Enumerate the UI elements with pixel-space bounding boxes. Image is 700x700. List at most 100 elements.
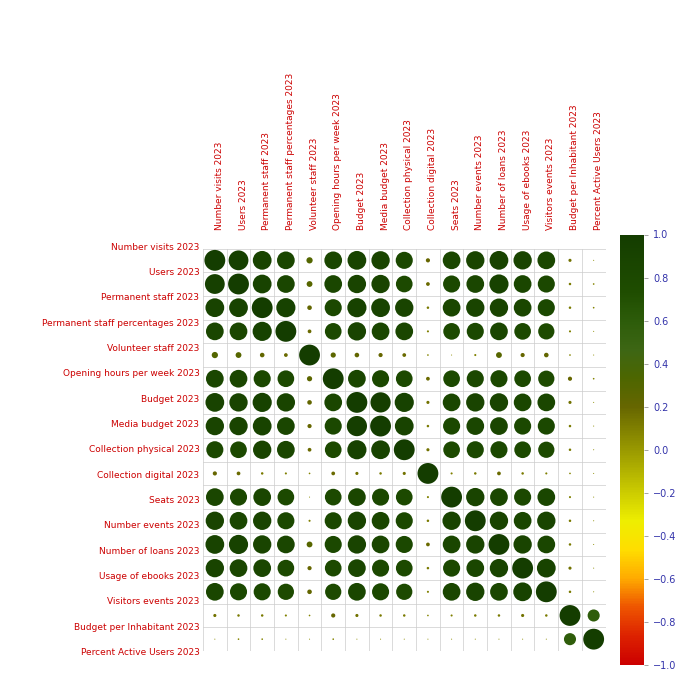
- Circle shape: [427, 591, 429, 593]
- Circle shape: [474, 354, 476, 356]
- Circle shape: [568, 591, 571, 593]
- Circle shape: [426, 258, 430, 262]
- Text: Seats 2023: Seats 2023: [148, 496, 200, 505]
- Text: Number of loans 2023: Number of loans 2023: [499, 130, 508, 230]
- Circle shape: [324, 251, 342, 270]
- Circle shape: [490, 323, 507, 340]
- Circle shape: [426, 542, 430, 546]
- Circle shape: [568, 401, 571, 404]
- Circle shape: [307, 589, 312, 594]
- Circle shape: [348, 536, 366, 554]
- Circle shape: [230, 323, 247, 340]
- Circle shape: [538, 488, 555, 506]
- Circle shape: [230, 417, 248, 435]
- Circle shape: [402, 472, 406, 475]
- Circle shape: [330, 352, 336, 358]
- Circle shape: [372, 512, 389, 530]
- Circle shape: [214, 638, 216, 640]
- Text: Visitors events 2023: Visitors events 2023: [107, 597, 200, 606]
- Circle shape: [568, 566, 571, 570]
- Circle shape: [372, 559, 389, 577]
- Text: Permanent staff percentages 2023: Permanent staff percentages 2023: [42, 318, 199, 328]
- Circle shape: [427, 519, 429, 522]
- Circle shape: [514, 393, 531, 412]
- Text: Visitors events 2023: Visitors events 2023: [546, 138, 555, 230]
- Circle shape: [489, 251, 508, 270]
- Circle shape: [372, 370, 389, 387]
- Text: Collection physical 2023: Collection physical 2023: [89, 445, 200, 454]
- Circle shape: [275, 321, 296, 342]
- Circle shape: [538, 251, 555, 270]
- Text: Permanent staff percentages 2023: Permanent staff percentages 2023: [286, 73, 295, 230]
- Circle shape: [325, 489, 342, 505]
- Circle shape: [583, 629, 604, 650]
- Text: Number visits 2023: Number visits 2023: [215, 141, 224, 230]
- Circle shape: [427, 615, 429, 616]
- Circle shape: [491, 441, 508, 458]
- Circle shape: [427, 567, 429, 569]
- Circle shape: [443, 323, 460, 339]
- Circle shape: [260, 353, 265, 357]
- Circle shape: [490, 417, 507, 435]
- Circle shape: [230, 512, 247, 530]
- Circle shape: [593, 520, 594, 522]
- Circle shape: [252, 298, 272, 318]
- Circle shape: [309, 473, 310, 475]
- Circle shape: [396, 276, 412, 293]
- Circle shape: [593, 331, 594, 332]
- Text: Volunteer staff 2023: Volunteer staff 2023: [107, 344, 200, 353]
- Circle shape: [206, 298, 224, 317]
- Circle shape: [426, 282, 430, 286]
- Circle shape: [236, 352, 241, 358]
- Text: Number events 2023: Number events 2023: [104, 522, 200, 530]
- Circle shape: [514, 489, 531, 505]
- Circle shape: [514, 251, 532, 270]
- Circle shape: [490, 512, 508, 530]
- Text: Budget per Inhabitant 2023: Budget per Inhabitant 2023: [74, 622, 200, 631]
- Circle shape: [309, 615, 310, 616]
- Circle shape: [442, 583, 461, 601]
- Circle shape: [496, 352, 502, 358]
- Circle shape: [307, 566, 312, 570]
- Circle shape: [307, 257, 313, 263]
- Circle shape: [490, 488, 507, 506]
- Circle shape: [593, 402, 594, 403]
- Circle shape: [497, 472, 500, 475]
- Text: Collection physical 2023: Collection physical 2023: [405, 119, 413, 230]
- Circle shape: [564, 633, 576, 645]
- Circle shape: [348, 512, 366, 530]
- Circle shape: [230, 559, 247, 577]
- Circle shape: [498, 614, 500, 617]
- Circle shape: [261, 638, 263, 640]
- Circle shape: [538, 393, 555, 412]
- Circle shape: [538, 276, 555, 293]
- Circle shape: [253, 416, 272, 435]
- Circle shape: [356, 638, 358, 640]
- Circle shape: [466, 275, 484, 293]
- Circle shape: [593, 260, 594, 261]
- Circle shape: [466, 298, 484, 317]
- Circle shape: [261, 614, 263, 617]
- Circle shape: [544, 353, 549, 357]
- Circle shape: [277, 560, 294, 577]
- Circle shape: [285, 473, 287, 475]
- Circle shape: [514, 442, 531, 458]
- Circle shape: [277, 275, 295, 293]
- Circle shape: [442, 393, 461, 412]
- Circle shape: [307, 400, 312, 405]
- Circle shape: [443, 370, 460, 387]
- Circle shape: [443, 276, 460, 293]
- Circle shape: [593, 378, 594, 379]
- Circle shape: [569, 354, 570, 356]
- Circle shape: [372, 275, 390, 293]
- Circle shape: [568, 519, 571, 522]
- Circle shape: [277, 441, 295, 458]
- Circle shape: [442, 512, 461, 530]
- Circle shape: [545, 614, 547, 617]
- Text: Collection digital 2023: Collection digital 2023: [428, 128, 437, 230]
- Circle shape: [569, 473, 570, 475]
- Circle shape: [348, 322, 366, 340]
- Circle shape: [285, 615, 287, 617]
- Circle shape: [538, 370, 554, 387]
- Circle shape: [229, 535, 248, 554]
